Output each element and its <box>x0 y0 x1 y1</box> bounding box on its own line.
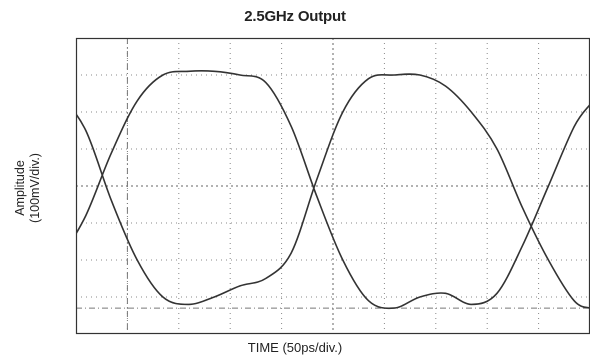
chart-title: 2.5GHz Output <box>244 8 346 25</box>
trace-2 <box>76 73 590 309</box>
trace-1 <box>76 70 590 310</box>
x-axis-label: TIME (50ps/div.) <box>247 340 343 355</box>
